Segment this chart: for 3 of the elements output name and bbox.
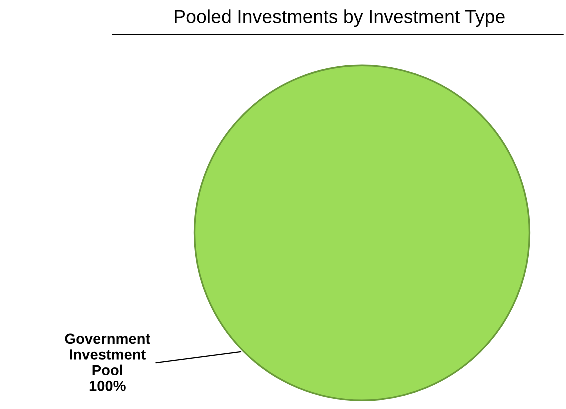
data-label: 100%	[90, 380, 126, 392]
slice-label: Government Investment Pool	[65, 334, 150, 376]
chart-title: Pooled Investments by Investment Type	[175, 10, 505, 28]
